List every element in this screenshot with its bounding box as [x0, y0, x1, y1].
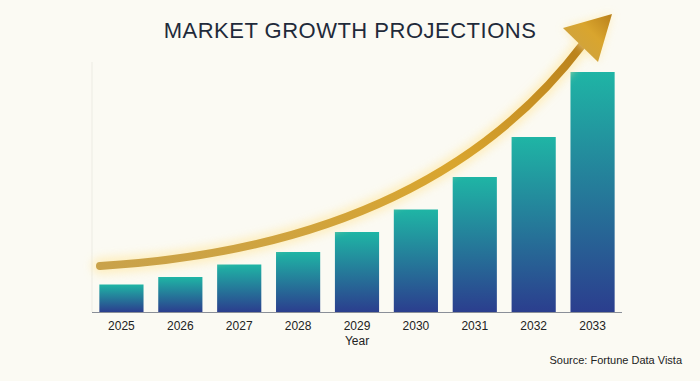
bar	[276, 252, 320, 312]
bar	[99, 285, 143, 313]
arrow-glow	[100, 44, 583, 266]
x-tick-label: 2026	[167, 319, 194, 333]
x-axis-label: Year	[345, 334, 369, 348]
x-tick-label: 2029	[344, 319, 371, 333]
bar	[453, 177, 497, 312]
bar	[570, 72, 614, 312]
title: MARKET GROWTH PROJECTIONS	[164, 18, 537, 43]
bars	[99, 72, 614, 312]
bar	[158, 277, 202, 312]
x-tick-label: 2030	[403, 319, 430, 333]
x-tick-label: 2028	[285, 319, 312, 333]
chart-svg: MARKET GROWTH PROJECTIONS 2025 2026 2027 202…	[0, 0, 700, 381]
x-tick-label: 2033	[579, 319, 606, 333]
x-tick-label: 2027	[226, 319, 253, 333]
bar	[335, 232, 379, 312]
bar	[512, 137, 556, 312]
arrow-head-glow	[563, 14, 612, 62]
bar	[394, 210, 438, 313]
arrow-head	[563, 14, 612, 62]
chart-container: MARKET GROWTH PROJECTIONS 2025 2026 2027 202…	[0, 0, 700, 381]
source-note: Source: Fortune Data Vista	[550, 354, 683, 366]
x-tick-label: 2031	[461, 319, 488, 333]
x-tick-label: 2032	[520, 319, 547, 333]
y-axis-line	[92, 62, 93, 312]
background	[0, 0, 700, 381]
x-axis-line	[92, 312, 622, 313]
arrow-shaft	[100, 44, 583, 266]
bar	[217, 265, 261, 313]
x-tick-label: 2025	[108, 319, 135, 333]
